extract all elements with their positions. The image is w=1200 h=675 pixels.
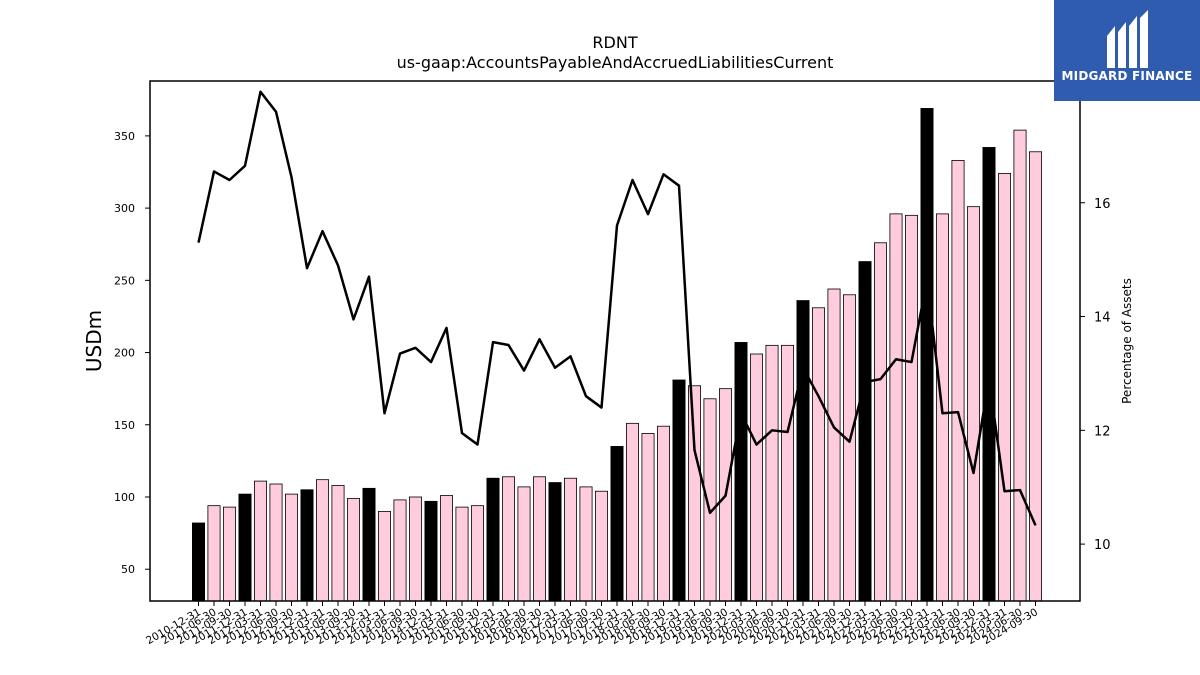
bar-2014-03-31 <box>393 499 407 602</box>
bar-2013-12-31 <box>377 511 391 602</box>
bar-2016-09-30 <box>548 482 562 602</box>
bar-2021-12-31 <box>874 242 888 602</box>
bar-2021-09-30 <box>858 261 872 602</box>
bar-2016-03-31 <box>517 486 531 602</box>
y-tick-label: 150 <box>114 419 135 432</box>
bar-2015-06-30 <box>470 505 484 602</box>
bar-2011-06-30 <box>222 506 236 602</box>
bar-2020-03-31 <box>765 344 779 602</box>
bar-2018-06-30 <box>657 425 671 602</box>
y-tick-label: 300 <box>114 202 135 215</box>
bar-2013-09-30 <box>362 487 376 602</box>
brand-name: MIDGARD FINANCE <box>1061 69 1193 83</box>
bar-2014-09-30 <box>424 500 438 602</box>
bar-2013-03-31 <box>331 485 345 602</box>
right-y-axis: 10 12 14 16 <box>1080 197 1111 553</box>
bar-2020-09-30 <box>796 300 810 602</box>
y-axis-label: USDm <box>82 310 106 372</box>
bar-group <box>191 108 1043 602</box>
y-tick-label: 100 <box>114 491 135 504</box>
bar-2015-03-31 <box>455 506 469 602</box>
bar-2023-03-31 <box>951 160 965 602</box>
bar-2016-06-30 <box>533 476 547 602</box>
bar-2020-06-30 <box>781 344 795 602</box>
bar-2012-09-30 <box>300 489 314 602</box>
line-series-group <box>197 90 1037 526</box>
bar-2019-09-30 <box>734 342 748 602</box>
bar-2013-06-30 <box>346 498 360 602</box>
y-tick-label: 350 <box>114 130 135 143</box>
bar-2021-06-30 <box>843 294 857 602</box>
bar-2011-03-31 <box>207 505 221 602</box>
x-axis: 2010-12-312011-06-302011-09-302011-12-31… <box>144 601 1040 647</box>
bar-2012-03-31 <box>269 483 283 602</box>
bar-2017-12-31 <box>626 422 640 602</box>
y2-tick-label: 10 <box>1094 538 1111 553</box>
bar-2021-03-31 <box>827 288 841 602</box>
bar-2011-12-31 <box>253 480 267 602</box>
bar-2019-12-31 <box>750 353 764 602</box>
bar-2023-12-31 <box>998 173 1012 602</box>
bar-2016-12-31 <box>564 477 578 602</box>
plot-frame <box>149 80 1081 602</box>
y-tick-label: 250 <box>114 274 135 287</box>
bar-2012-06-30 <box>284 493 298 602</box>
midgard-m-logo-icon <box>1107 10 1148 68</box>
left-y-axis: 50 100 150 200 250 300 350 <box>114 130 150 576</box>
bar-2010-12-31 <box>191 522 205 602</box>
bar-2024-06-30 <box>1029 151 1043 602</box>
percentage-of-assets-line <box>197 90 1037 526</box>
chart-subtitle: us-gaap:AccountsPayableAndAccruedLiabili… <box>397 53 834 72</box>
bar-2011-09-30 <box>238 493 252 602</box>
brand-logo: MIDGARD FINANCE <box>1054 0 1200 101</box>
bar-2018-03-31 <box>641 433 655 602</box>
bar-2022-03-31 <box>889 213 903 602</box>
y2-tick-label: 14 <box>1094 311 1111 326</box>
bar-2018-12-31 <box>688 385 702 602</box>
bar-2023-09-30 <box>982 147 996 602</box>
bar-2017-03-31 <box>579 486 593 602</box>
bar-2012-12-31 <box>315 479 329 602</box>
bar-2014-06-30 <box>408 496 422 602</box>
bar-2015-12-31 <box>501 476 515 602</box>
y2-axis-label: Percentage of Assets <box>1120 278 1134 404</box>
y-tick-label: 50 <box>121 563 135 576</box>
bar-2023-06-30 <box>967 206 981 602</box>
y2-tick-label: 12 <box>1094 424 1111 439</box>
bar-2018-09-30 <box>672 379 686 602</box>
y2-tick-label: 16 <box>1094 197 1111 212</box>
bar-2015-09-30 <box>486 477 500 602</box>
bar-2024-03-31 <box>1013 129 1027 602</box>
y-tick-label: 200 <box>114 347 135 360</box>
bar-2014-12-31 <box>439 495 453 602</box>
bar-2022-06-30 <box>905 214 919 602</box>
bar-2020-12-31 <box>812 307 826 602</box>
chart-title: RDNT <box>592 33 637 52</box>
bar-2017-06-30 <box>595 490 609 602</box>
bar-2022-09-30 <box>920 108 934 602</box>
bar-2017-09-30 <box>610 446 624 602</box>
